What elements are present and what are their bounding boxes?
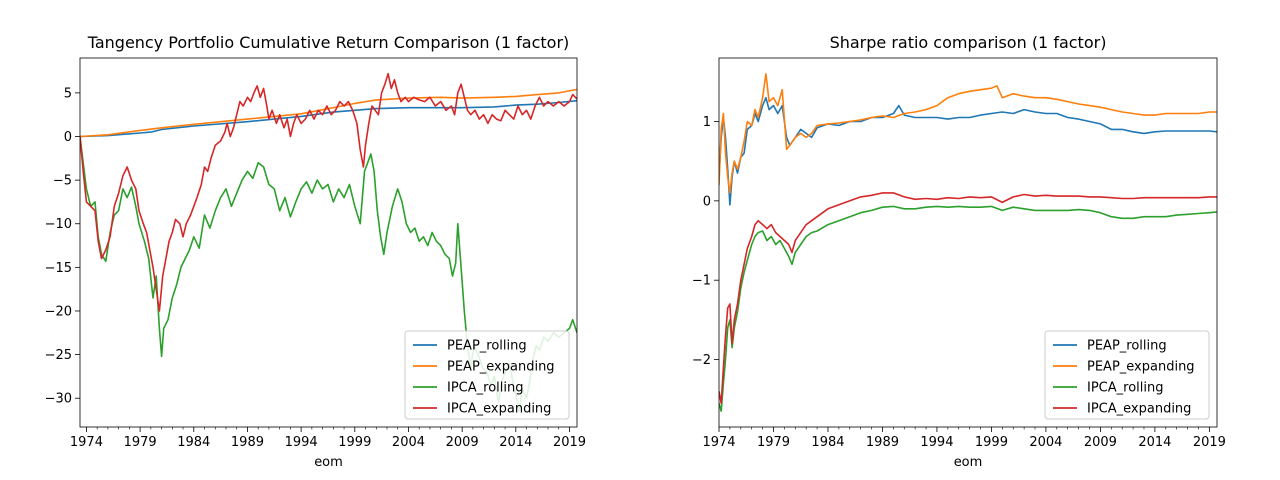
x-tick-label: 2009 <box>446 435 479 450</box>
series-line-peap-rolling <box>80 99 577 138</box>
y-tick-label: 5 <box>64 86 72 101</box>
legend-frame <box>1044 330 1210 420</box>
series-line-ipca-expanding <box>80 72 577 312</box>
y-tick-label: 0 <box>64 130 72 145</box>
legend-label: IPCA_rolling <box>447 381 523 396</box>
x-tick-label: 1984 <box>177 435 210 450</box>
plot-area <box>80 72 577 413</box>
x-axis-label: eom <box>954 455 983 470</box>
legend-label: IPCA_expanding <box>447 402 551 417</box>
y-tick-label: −20 <box>45 304 72 319</box>
x-tick-label: 1984 <box>811 435 844 450</box>
y-tick-label: −5 <box>53 174 72 189</box>
x-tick-label: 1999 <box>338 435 371 450</box>
legend-label: IPCA_rolling <box>1087 381 1163 396</box>
legend: PEAP_rolling PEAP_expanding IPCA_rolling IP… <box>404 330 570 420</box>
legend-label: PEAP_expanding <box>447 360 555 375</box>
x-tick-label: 2019 <box>553 435 586 450</box>
y-tick-label: −1 <box>692 274 711 289</box>
series-line-peap-expanding <box>80 88 577 138</box>
series-line-peap-rolling <box>719 96 1217 206</box>
legend-label: IPCA_expanding <box>1087 402 1191 417</box>
x-tick-label: 2004 <box>1029 435 1062 450</box>
series-line-ipca-rolling <box>719 205 1217 412</box>
x-tick-label: 1989 <box>231 435 264 450</box>
legend-label: PEAP_rolling <box>1087 339 1167 354</box>
x-tick-label: 1999 <box>975 435 1008 450</box>
x-tick-label: 1989 <box>866 435 899 450</box>
legend-label: PEAP_rolling <box>447 339 527 354</box>
x-tick-label: 1994 <box>920 435 953 450</box>
legend: PEAP_rolling PEAP_expanding IPCA_rolling IP… <box>1044 330 1210 420</box>
series-line-peap-expanding <box>719 73 1217 194</box>
y-tick-label: −10 <box>45 217 72 232</box>
x-tick-label: 2004 <box>392 435 425 450</box>
y-tick-label: −15 <box>45 261 72 276</box>
y-tick-label: −25 <box>45 348 72 363</box>
chart-left: Tangency Portfolio Cumulative Return Com… <box>45 33 586 470</box>
chart-right: Sharpe ratio comparison (1 factor) 1974 19… <box>692 33 1226 470</box>
axes-frame <box>79 57 578 428</box>
legend-frame <box>404 330 570 420</box>
x-tick-label: 2014 <box>499 435 532 450</box>
x-tick-label: 1979 <box>757 435 790 450</box>
axes-frame <box>718 57 1218 428</box>
y-tick-label: −30 <box>45 392 72 407</box>
x-axis-label: eom <box>314 455 343 470</box>
x-tick-label: 2009 <box>1084 435 1117 450</box>
x-tick-label: 1994 <box>285 435 318 450</box>
x-tick-label: 2014 <box>1138 435 1171 450</box>
chart-title: Tangency Portfolio Cumulative Return Com… <box>87 33 570 52</box>
legend-label: PEAP_expanding <box>1087 360 1195 375</box>
x-tick-label: 2019 <box>1193 435 1226 450</box>
y-tick-label: −2 <box>692 353 711 368</box>
x-tick-label: 1979 <box>124 435 157 450</box>
y-tick-label: 1 <box>703 115 711 130</box>
x-tick-label: 1974 <box>702 435 735 450</box>
plot-area <box>719 73 1217 412</box>
series-line-ipca-expanding <box>719 192 1217 404</box>
x-tick-label: 1974 <box>70 435 103 450</box>
chart-title: Sharpe ratio comparison (1 factor) <box>830 33 1107 52</box>
y-tick-label: 0 <box>703 194 711 209</box>
